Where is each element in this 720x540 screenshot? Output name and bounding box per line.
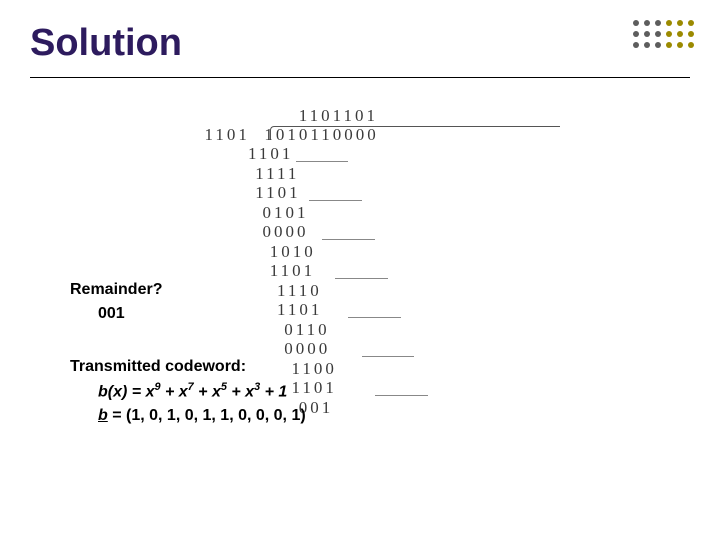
codeword-block: Transmitted codeword: b(x) = x9 + x7 + x… <box>70 355 306 428</box>
dot <box>633 31 639 37</box>
remainder-value: 001 <box>70 302 162 326</box>
remainder-block: Remainder? 001 <box>70 278 162 326</box>
dot <box>655 42 661 48</box>
dot <box>677 20 683 26</box>
dot <box>644 20 650 26</box>
dot <box>688 42 694 48</box>
codeword-vector: b = (1, 0, 1, 0, 1, 1, 0, 0, 0, 1) <box>70 404 306 428</box>
decorative-dots <box>633 20 696 50</box>
dot <box>666 20 672 26</box>
title-area: Solution <box>30 22 690 78</box>
dot <box>633 42 639 48</box>
page-title: Solution <box>30 22 690 65</box>
dot <box>644 42 650 48</box>
dot <box>666 42 672 48</box>
codeword-label: Transmitted codeword: <box>70 355 306 379</box>
dot <box>633 20 639 26</box>
dot <box>666 31 672 37</box>
dot <box>644 31 650 37</box>
codeword-poly: b(x) = x9 + x7 + x5 + x3 + 1 <box>70 379 306 404</box>
dot <box>677 31 683 37</box>
dot <box>688 20 694 26</box>
dot <box>677 42 683 48</box>
remainder-label: Remainder? <box>70 278 162 302</box>
dot <box>655 20 661 26</box>
dot <box>655 31 661 37</box>
dot <box>688 31 694 37</box>
